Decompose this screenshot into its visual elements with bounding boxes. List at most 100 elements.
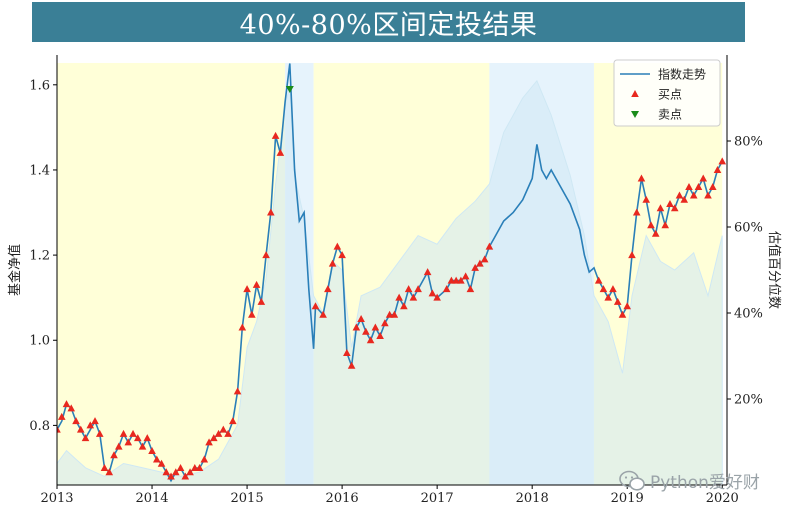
buy-marker-34 xyxy=(214,429,223,437)
buy-marker-44 xyxy=(262,251,270,259)
buy-marker-13 xyxy=(114,442,123,450)
buy-marker-107 xyxy=(708,182,717,190)
buy-marker-50 xyxy=(324,285,332,293)
x-tick-label-6: 2019 xyxy=(611,491,644,506)
buy-marker-17 xyxy=(133,434,142,442)
buy-marker-14 xyxy=(119,429,128,437)
buy-marker-64 xyxy=(390,310,399,318)
buy-marker-15 xyxy=(124,438,133,446)
y-right-axis-label: 估值百分位数 xyxy=(766,231,782,309)
buy-marker-10 xyxy=(100,463,109,471)
buy-marker-95 xyxy=(651,229,660,237)
buy-marker-52 xyxy=(333,242,342,250)
buy-marker-66 xyxy=(400,302,408,310)
buy-marker-5 xyxy=(76,425,85,433)
legend-entry-2: 卖点 xyxy=(658,108,682,122)
buy-marker-58 xyxy=(362,327,370,335)
buy-marker-75 xyxy=(452,276,460,284)
buy-marker-99 xyxy=(670,204,679,212)
x-tick-label-7: 2020 xyxy=(706,491,739,506)
buy-marker-48 xyxy=(311,302,320,310)
buy-marker-105 xyxy=(699,174,708,182)
buy-marker-72 xyxy=(433,293,441,301)
buy-marker-4 xyxy=(72,417,80,425)
buy-marker-46 xyxy=(271,131,280,139)
buy-marker-8 xyxy=(91,417,99,425)
buy-marker-92 xyxy=(637,174,646,182)
legend-box xyxy=(613,59,721,127)
y-tick-label-1: 1.0 xyxy=(29,334,50,349)
buy-marker-39 xyxy=(238,323,247,331)
buy-marker-28 xyxy=(186,468,194,476)
buy-marker-30 xyxy=(195,463,204,471)
buy-points-series xyxy=(57,131,727,480)
wechat-icon xyxy=(618,470,646,492)
buy-marker-36 xyxy=(224,429,232,437)
buy-marker-85 xyxy=(604,293,613,301)
buy-marker-27 xyxy=(181,472,190,480)
buy-marker-23 xyxy=(162,468,171,476)
buy-marker-81 xyxy=(480,255,489,263)
buy-marker-96 xyxy=(656,204,665,212)
buy-marker-88 xyxy=(618,310,627,318)
buy-marker-74 xyxy=(447,276,456,284)
x-tick-label-3: 2016 xyxy=(326,491,359,506)
buy-marker-61 xyxy=(376,331,384,339)
axes: 0.8 1.0 1.2 1.4 1.6 20% 40% 60% 80% 2013 2014 2015 2… xyxy=(7,55,782,506)
chart-title-bar: 40%-80%区间定投结果 xyxy=(32,2,745,42)
y-right-tick-label-0: 20% xyxy=(734,393,763,408)
buy-marker-60 xyxy=(371,323,380,331)
buy-marker-45 xyxy=(267,208,275,216)
y-tick-label-4: 1.6 xyxy=(29,78,50,93)
buy-marker-31 xyxy=(200,455,209,463)
buy-marker-80 xyxy=(476,259,484,267)
buy-marker-42 xyxy=(252,280,261,288)
buy-marker-77 xyxy=(461,272,470,280)
chart-title: 40%-80%区间定投结果 xyxy=(239,9,538,41)
buy-marker-37 xyxy=(229,417,237,425)
buy-marker-70 xyxy=(423,268,432,276)
buy-marker-41 xyxy=(248,310,256,318)
buy-marker-82 xyxy=(485,242,494,250)
buy-marker-1 xyxy=(57,412,66,420)
watermark: Python爱好财 xyxy=(618,468,760,493)
buy-marker-89 xyxy=(623,302,632,310)
x-tick-label-2: 2015 xyxy=(231,491,264,506)
buy-marker-90 xyxy=(628,251,636,259)
x-tick-label-5: 2018 xyxy=(516,491,549,506)
buy-marker-51 xyxy=(328,259,337,267)
buy-marker-19 xyxy=(143,434,152,442)
buy-marker-93 xyxy=(642,195,651,203)
buy-marker-40 xyxy=(243,285,251,293)
buy-marker-94 xyxy=(647,221,655,229)
legend-entry-0: 指数走势 xyxy=(658,67,706,82)
y-right-tick-label-1: 40% xyxy=(734,307,763,322)
buy-marker-67 xyxy=(404,285,413,293)
y-right-tick-label-3: 80% xyxy=(734,135,763,150)
buy-marker-35 xyxy=(219,425,228,433)
buy-marker-12 xyxy=(110,451,118,459)
buy-marker-24 xyxy=(167,472,175,480)
buy-marker-73 xyxy=(442,285,451,293)
buy-marker-3 xyxy=(67,404,76,412)
buy-marker-9 xyxy=(95,429,104,437)
buy-marker-68 xyxy=(409,293,418,301)
buy-marker-108 xyxy=(713,165,722,173)
buy-marker-102 xyxy=(685,182,693,190)
buy-marker-106 xyxy=(704,191,712,199)
buy-marker-18 xyxy=(138,442,147,450)
x-tick-label-1: 2014 xyxy=(135,491,168,506)
buy-marker-47 xyxy=(276,148,285,156)
legend-entry-1: 买点 xyxy=(658,88,682,102)
buy-marker-56 xyxy=(352,323,361,331)
buy-marker-20 xyxy=(148,446,156,454)
buy-marker-84 xyxy=(599,285,608,293)
buy-marker-25 xyxy=(171,468,180,476)
y-right-tick-label-2: 60% xyxy=(734,221,763,236)
buy-marker-53 xyxy=(338,251,346,259)
buy-marker-21 xyxy=(152,455,161,463)
buy-marker-109 xyxy=(718,157,727,165)
y-tick-label-3: 1.4 xyxy=(29,163,50,178)
